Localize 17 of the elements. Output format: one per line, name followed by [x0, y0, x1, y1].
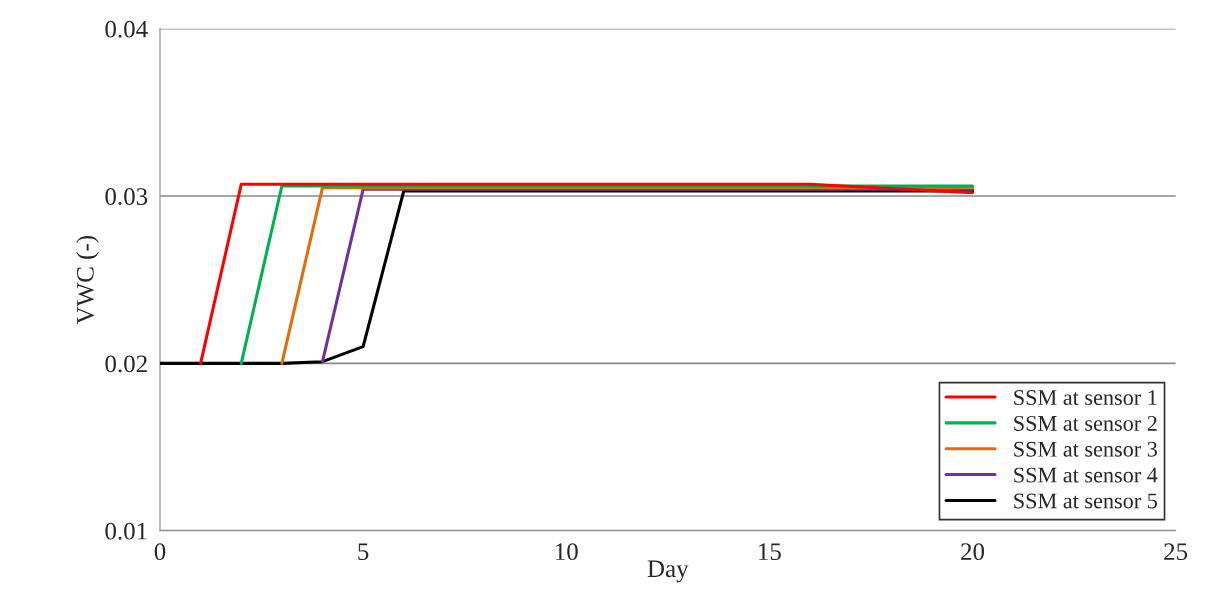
x-tick-label: 15: [759, 543, 781, 561]
y-tick-label: 0.02: [105, 355, 147, 373]
x-axis-title: Day: [647, 560, 689, 583]
legend-label: SSM at sensor 1: [1014, 390, 1157, 406]
x-tick-label: 10: [555, 543, 578, 561]
legend-label: SSM at sensor 4: [1014, 467, 1158, 483]
x-tick-label: 0: [154, 543, 166, 561]
y-axis-title: VWC (-): [76, 236, 99, 325]
legend-label: SSM at sensor 3: [1014, 441, 1157, 457]
legend-label: SSM at sensor 5: [1014, 493, 1157, 509]
y-tick-label: 0.04: [105, 20, 148, 38]
x-tick-label: 25: [1164, 543, 1188, 561]
x-tick-label: 5: [358, 543, 369, 561]
y-tick-label: 0.03: [105, 188, 148, 206]
x-tick-label: 20: [961, 543, 985, 561]
legend-label: SSM at sensor 2: [1014, 415, 1157, 431]
y-tick-label: 0.01: [105, 522, 147, 540]
